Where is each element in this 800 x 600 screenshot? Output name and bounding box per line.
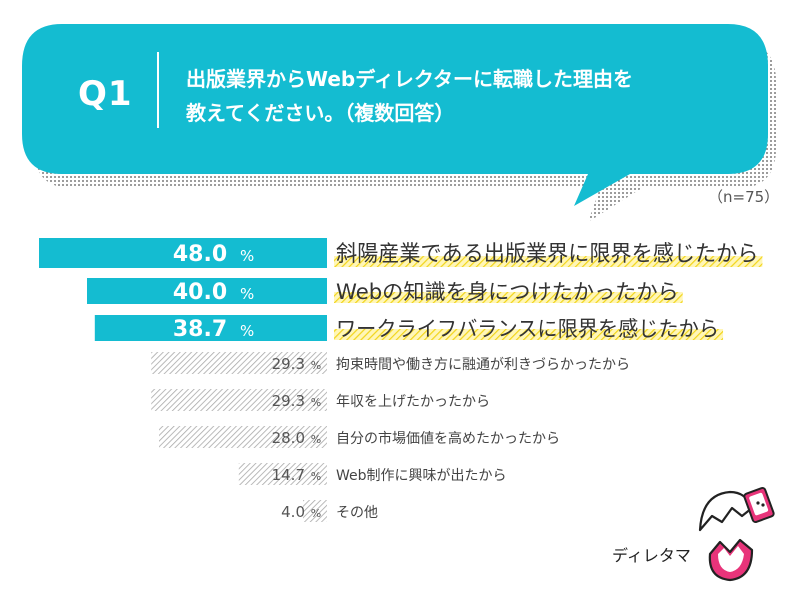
- value-label-4: 29.3: [272, 355, 305, 373]
- percent-sign-5: %: [311, 396, 321, 409]
- value-label-1: 48.0: [173, 242, 227, 267]
- bar-1: [39, 238, 327, 268]
- percent-sign-7: %: [311, 470, 321, 483]
- percent-sign-4: %: [311, 359, 321, 372]
- category-label-1: 斜陽産業である出版業界に限界を感じたから: [336, 242, 758, 267]
- category-label-4: 拘束時間や働き方に融通が利きづらかったから: [336, 357, 630, 373]
- question-divider: [157, 52, 159, 128]
- question-text: 出版業界からWebディレクターに転職した理由を 教えてください。（複数回答）: [186, 62, 706, 130]
- bar-6: [159, 426, 327, 448]
- bar-5: [151, 389, 327, 411]
- bar-2: [87, 278, 327, 304]
- value-label-7: 14.7: [272, 466, 305, 484]
- category-label-7: Web制作に興味が出たから: [336, 468, 507, 484]
- value-label-2: 40.0: [173, 280, 227, 305]
- question-line-1: 出版業界からWebディレクターに転職した理由を: [186, 67, 634, 91]
- bar-4: [151, 352, 327, 374]
- value-label-3: 38.7: [173, 317, 227, 342]
- percent-sign-8: %: [311, 507, 321, 520]
- signature: ディレタマ: [612, 546, 691, 565]
- label-highlight-1: [334, 256, 763, 267]
- bubble-shape: [22, 24, 768, 206]
- category-label-5: 年収を上げたかったから: [336, 394, 490, 410]
- sample-size: （n=75）: [708, 188, 780, 206]
- category-label-6: 自分の市場価値を高めたかったから: [336, 430, 560, 447]
- bar-3: [94, 315, 327, 341]
- percent-sign-2: %: [240, 285, 254, 303]
- category-label-8: その他: [336, 505, 378, 521]
- label-highlight-2: [334, 292, 683, 303]
- bar-7: [238, 463, 327, 485]
- category-label-3: ワークライフバランスに限界を感じたから: [336, 317, 719, 341]
- egg-mascot-icon: [698, 486, 775, 582]
- value-label-8: 4.0: [281, 503, 305, 521]
- value-label-6: 28.0: [272, 429, 305, 447]
- question-number: Q1: [78, 74, 133, 114]
- percent-sign-3: %: [240, 322, 254, 340]
- label-highlight-3: [334, 329, 724, 340]
- percent-sign-1: %: [240, 247, 254, 265]
- percent-sign-6: %: [311, 433, 321, 446]
- bar-8: [303, 500, 327, 522]
- question-line-2: 教えてください。（複数回答）: [186, 101, 455, 125]
- category-label-2: Webの知識を身につけたかったから: [336, 280, 679, 304]
- value-label-5: 29.3: [272, 392, 305, 410]
